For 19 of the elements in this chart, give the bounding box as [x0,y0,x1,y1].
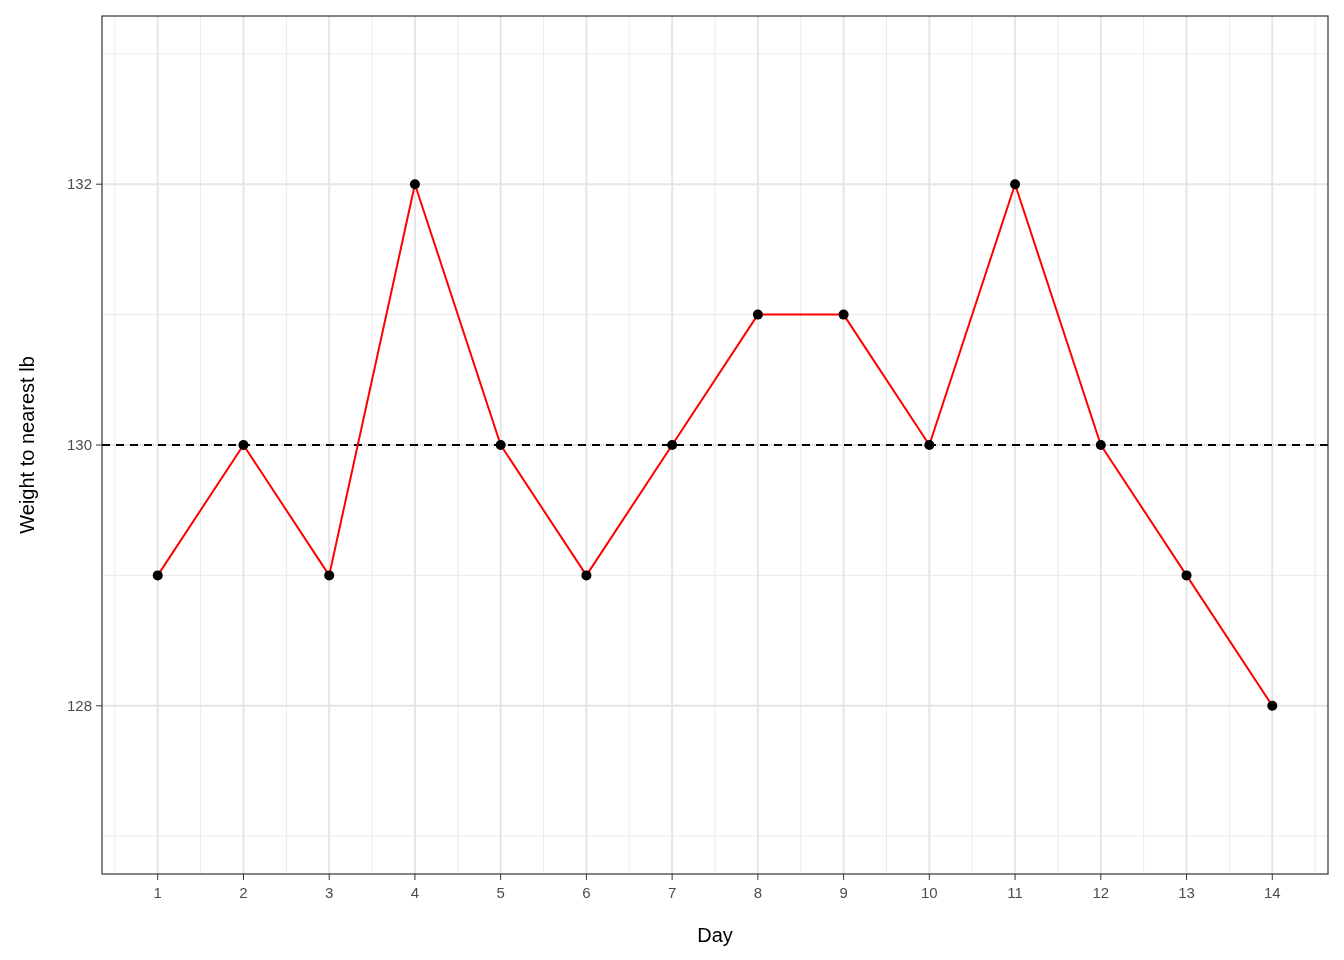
y-axis-title: Weight to nearest lb [16,356,38,534]
x-tick-label: 12 [1092,884,1110,901]
y-tick-label: 128 [66,696,92,714]
x-tick-label: 4 [410,884,420,901]
x-tick-label: 6 [582,884,591,901]
x-tick-label: 5 [496,884,505,901]
x-tick-label: 1 [153,884,162,901]
y-tick-label: 130 [66,436,92,453]
x-axis-title: Day [697,924,733,946]
x-tick-label: 3 [325,884,334,901]
x-tick-label: 13 [1178,884,1195,901]
y-tick-label: 132 [66,175,92,193]
x-tick-label: 9 [839,884,848,901]
x-tick-label: 10 [920,884,938,901]
x-tick-label: 7 [667,884,677,901]
x-tick-label: 8 [753,884,763,901]
x-tick-label: 2 [239,884,248,901]
x-tick-label: 11 [1007,884,1023,901]
x-tick-label: 14 [1263,884,1281,901]
